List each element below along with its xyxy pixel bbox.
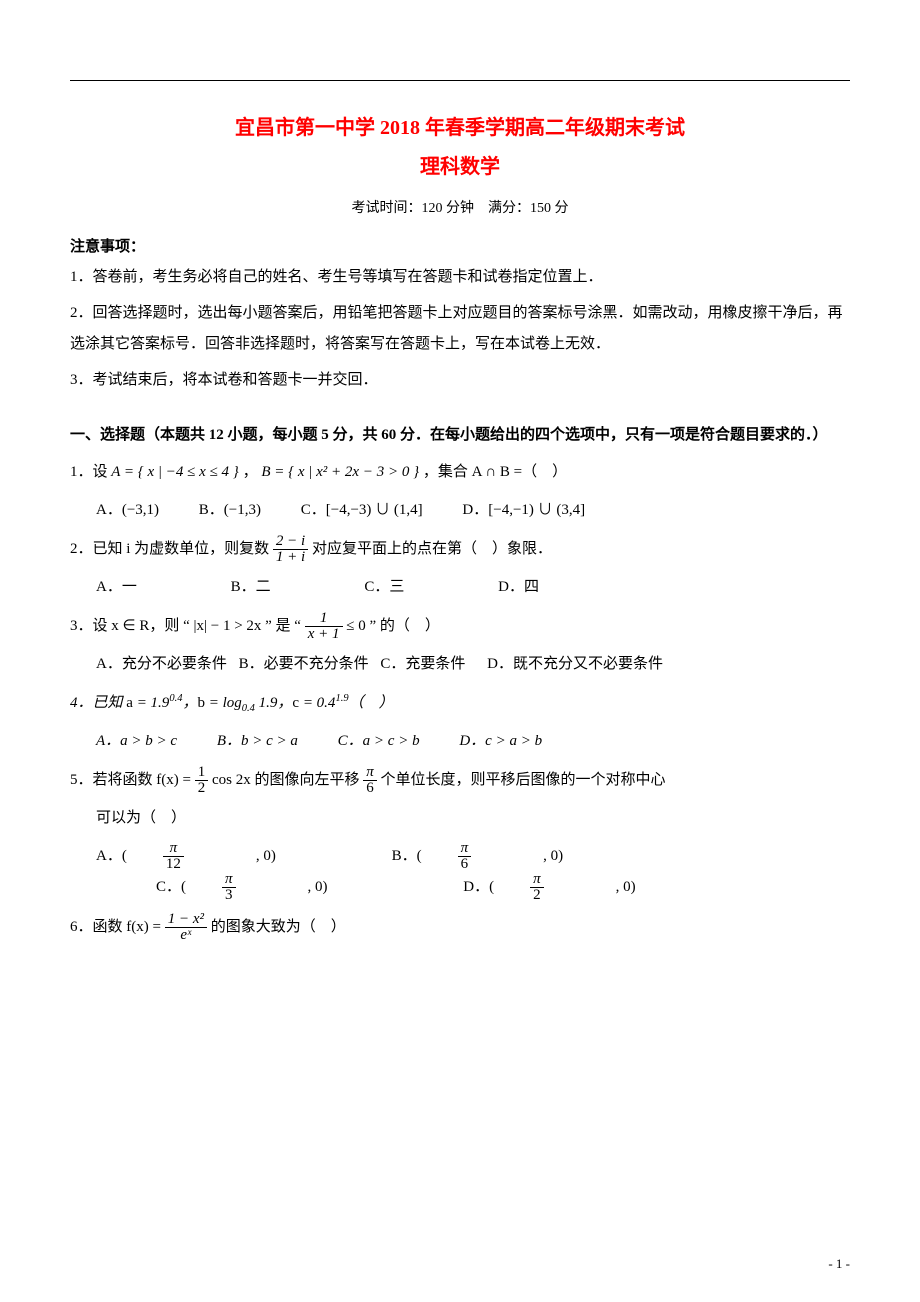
- q2-stem-post: 对应复平面上的点在第（ ）象限．: [312, 541, 552, 557]
- q3-D: D．既不充分又不必要条件: [487, 649, 663, 679]
- q2-A: A．一: [96, 572, 137, 602]
- q1-B: B．(−1,3): [199, 495, 261, 525]
- q5-f-d: 2: [195, 781, 209, 796]
- q5-f-n: 1: [195, 765, 209, 781]
- q5-stem-post: 个单位长度，则平移后图像的一个对称中心: [380, 772, 665, 788]
- q3-A: A．充分不必要条件: [96, 649, 227, 679]
- q5-A-frac: π12: [163, 841, 220, 872]
- q4-options: A．a > b > c B．b > c > a C．a > c > b D．c …: [96, 726, 850, 756]
- q6-frac-d: eˣ: [165, 928, 207, 943]
- q3-options: A．充分不必要条件 B．必要不充分条件 C．充要条件 D．既不充分又不必要条件: [96, 649, 850, 679]
- q5-A-n: π: [163, 841, 184, 857]
- q2-frac-n: 2 − i: [273, 534, 308, 550]
- q5-B-d: 6: [458, 857, 472, 872]
- q3-B: B．必要不充分条件: [239, 649, 369, 679]
- q5-stem-mid1: cos 2x 的图像向左平移: [212, 772, 363, 788]
- q5-B-n: π: [458, 841, 472, 857]
- exam-meta: 考试时间：120 分钟 满分：150 分: [70, 197, 850, 217]
- q5-B-frac: π6: [458, 841, 508, 872]
- exam-subject: 理科数学: [70, 150, 850, 179]
- notice-head: 注意事项：: [70, 235, 850, 256]
- q6-frac-n: 1 − x²: [165, 912, 207, 928]
- q5-s-n: π: [363, 765, 377, 781]
- q5-B: B．( π6 , 0): [392, 841, 600, 872]
- q1-setA: A = { x | −4 ≤ x ≤ 4 }: [111, 464, 239, 480]
- q5-f-frac: 1 2: [195, 765, 209, 796]
- q1-D: D．[−4,−1) ∪ (3,4]: [462, 495, 585, 525]
- q1-C: C．[−4,−3) ∪ (1,4]: [301, 495, 423, 525]
- q1-options: A．(−3,1) B．(−1,3) C．[−4,−3) ∪ (1,4] D．[−…: [96, 495, 850, 525]
- q5-C-n: π: [222, 872, 236, 888]
- exam-title: 宜昌市第一中学 2018 年春季学期高二年级期末考试: [70, 111, 850, 140]
- q5-C: C．( π3 , 0): [156, 872, 364, 903]
- q4-stem: 4．已知 a = 1.90.4，b = log0.4 1.9，c = 0.41.…: [70, 695, 394, 711]
- q5-C-d: 3: [222, 888, 236, 903]
- q2-stem-pre: 2．已知 i 为虚数单位，则复数: [70, 541, 273, 557]
- q5-B-pre: B．(: [392, 841, 422, 871]
- question-1: 1．设 A = { x | −4 ≤ x ≤ 4 } ， B = { x | x…: [70, 456, 850, 489]
- q3-frac-n: 1: [305, 611, 343, 627]
- q5-stem-pre: 5．若将函数 f(x) =: [70, 772, 195, 788]
- section-1-title: 一、选择题（本题共 12 小题，每小题 5 分，共 60 分．在每小题给出的四个…: [70, 420, 850, 450]
- q5-C-frac: π3: [222, 872, 272, 903]
- q5-D-n: π: [530, 872, 544, 888]
- q1-A: A．(−3,1): [96, 495, 159, 525]
- q4-C: C．a > c > b: [338, 726, 420, 756]
- q2-frac-d: 1 + i: [273, 550, 308, 565]
- top-rule: [70, 80, 850, 81]
- q5-C-post: , 0): [308, 872, 328, 902]
- q5-line2: 可以为（ ）: [96, 803, 850, 833]
- q4-B: B．b > c > a: [217, 726, 298, 756]
- question-5: 5．若将函数 f(x) = 1 2 cos 2x 的图像向左平移 π 6 个单位…: [70, 764, 850, 797]
- q5-D-pre: D．(: [463, 872, 494, 902]
- q2-D: D．四: [498, 572, 539, 602]
- q5-s-frac: π 6: [363, 765, 377, 796]
- q3-stem-pre: 3．设 x ∈ R，则 “ |x| − 1 > 2x ” 是 “: [70, 618, 305, 634]
- q1-setB: B = { x | x² + 2x − 3 > 0 }: [261, 464, 419, 480]
- q1-stem-pre: 1．设: [70, 464, 111, 480]
- q3-stem-mid: ≤ 0 ” 的（ ）: [346, 618, 440, 634]
- question-6: 6．函数 f(x) = 1 − x² eˣ 的图象大致为（ ）: [70, 911, 850, 944]
- q2-C: C．三: [364, 572, 404, 602]
- q5-A: A．( π12 , 0): [96, 841, 312, 872]
- q2-fraction: 2 − i 1 + i: [273, 534, 308, 565]
- q5-D-d: 2: [530, 888, 544, 903]
- question-4: 4．已知 a = 1.90.4，b = log0.4 1.9，c = 0.41.…: [70, 687, 850, 720]
- q6-stem-pre: 6．函数 f(x) =: [70, 919, 165, 935]
- q5-C-pre: C．(: [156, 872, 186, 902]
- q6-frac: 1 − x² eˣ: [165, 912, 207, 943]
- q5-A-d: 12: [163, 857, 184, 872]
- q3-frac-d: x + 1: [305, 627, 343, 642]
- q4-A: A．a > b > c: [96, 726, 177, 756]
- question-3: 3．设 x ∈ R，则 “ |x| − 1 > 2x ” 是 “ 1 x + 1…: [70, 610, 850, 643]
- q5-B-post: , 0): [543, 841, 563, 871]
- question-2: 2．已知 i 为虚数单位，则复数 2 − i 1 + i 对应复平面上的点在第（…: [70, 533, 850, 566]
- q1-sep: ，: [243, 464, 258, 480]
- q5-options: A．(π12, 0) B．(π6, 0) C．(π3, 0) D．(π2, 0): [96, 841, 850, 903]
- q5-A-pre: A．(: [96, 841, 127, 871]
- q2-options: A．一 B．二 C．三 D．四: [96, 572, 850, 602]
- q5-D-frac: π2: [530, 872, 580, 903]
- q5-D: D．( π2 , 0): [463, 872, 671, 903]
- q3-fraction: 1 x + 1: [305, 611, 343, 642]
- q1-stem-post: ，集合 A ∩ B =（ ）: [423, 464, 567, 480]
- q4-D: D．c > a > b: [459, 726, 542, 756]
- notice-1: 1．答卷前，考生务必将自己的姓名、考生号等填写在答题卡和试卷指定位置上．: [70, 262, 850, 294]
- q5-D-post: , 0): [616, 872, 636, 902]
- q3-C: C．充要条件: [380, 649, 465, 679]
- q5-A-post: , 0): [256, 841, 276, 871]
- page-number: - 1 -: [828, 1256, 850, 1272]
- q6-stem-post: 的图象大致为（ ）: [211, 919, 346, 935]
- notice-3: 3．考试结束后，将本试卷和答题卡一并交回．: [70, 365, 850, 397]
- notice-2: 2．回答选择题时，选出每小题答案后，用铅笔把答题卡上对应题目的答案标号涂黑．如需…: [70, 298, 850, 361]
- q2-B: B．二: [231, 572, 271, 602]
- q5-s-d: 6: [363, 781, 377, 796]
